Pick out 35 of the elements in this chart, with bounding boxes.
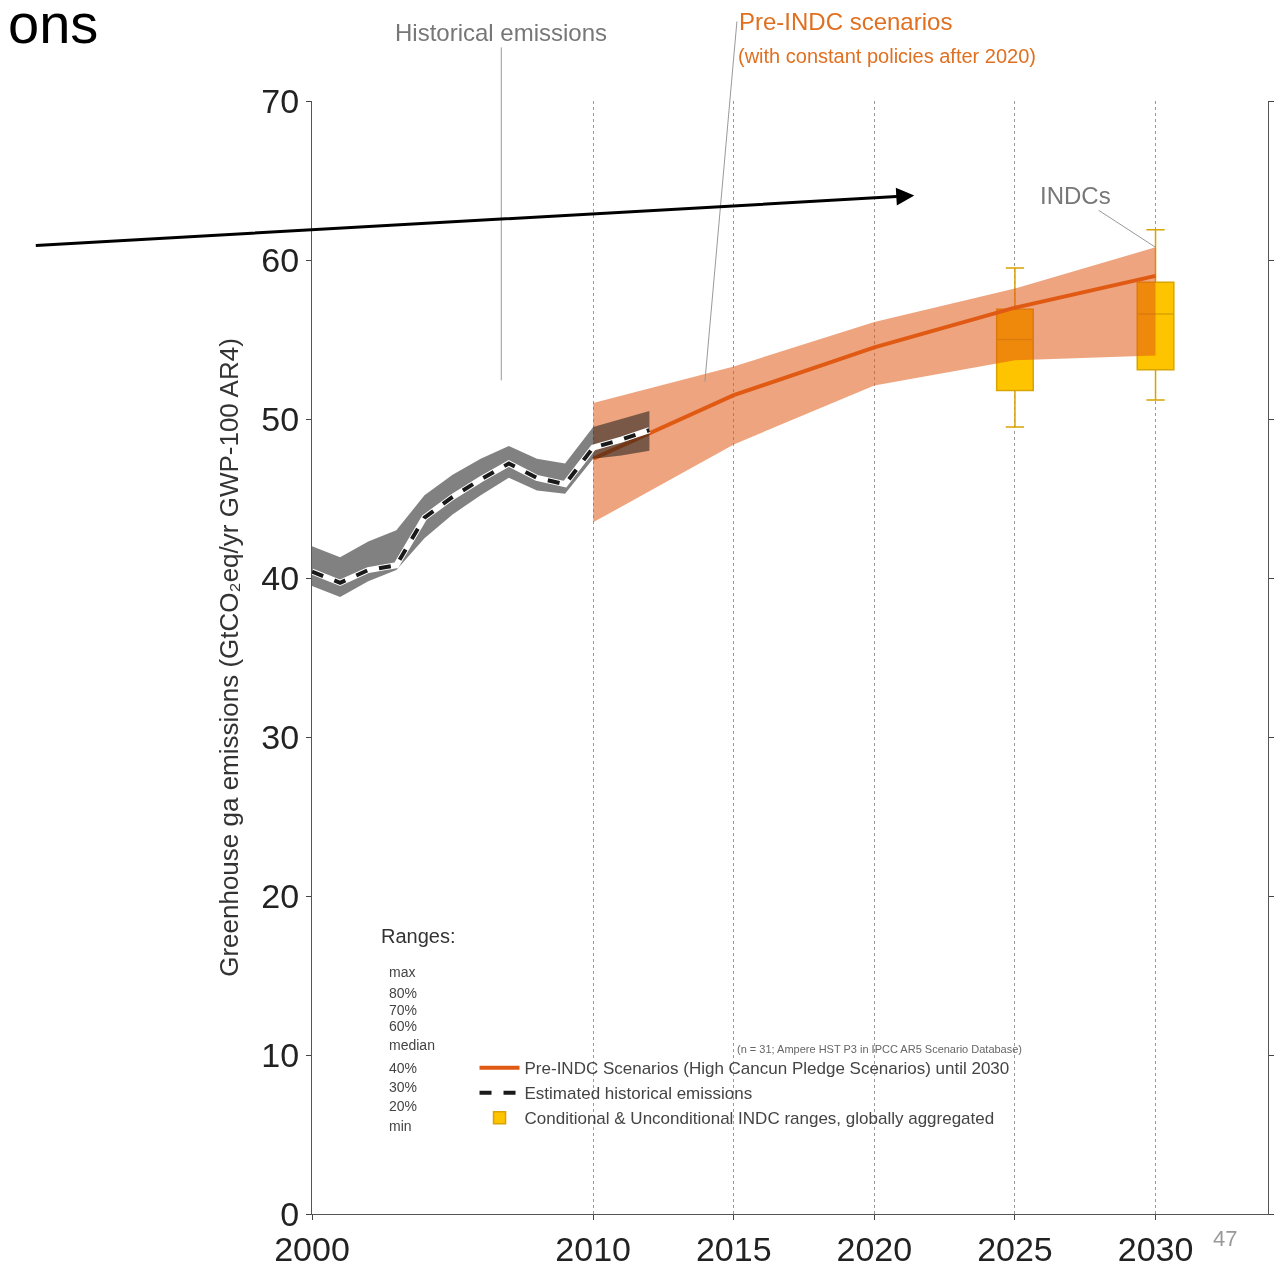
y-tick-label: 50 [261,399,300,438]
y-tick-label: 70 [261,81,300,120]
annotation: (n = 31; Ampere HST P3 in IPCC AR5 Scenario Database) [737,1043,1023,1055]
text: Pre-INDC scenarios [739,8,953,35]
text: ons [8,0,99,55]
text: Historical emissions [395,19,608,46]
x-tick-label: 2010 [555,1229,631,1268]
text: 47 [1213,1226,1238,1251]
annotation: 20% [389,1098,418,1114]
y-tick-label: 30 [261,717,300,756]
annotation: 80% [389,985,418,1001]
annotation: Ranges: [381,925,456,947]
legend-label: Conditional & Unconditional INDC ranges, globally aggregated [524,1109,995,1129]
annotation: 60% [389,1018,418,1034]
annotation: min [389,1118,412,1134]
annotation: INDCs [1040,182,1111,209]
legend-label: Estimated historical emissions [524,1084,753,1104]
x-tick-label: 2020 [836,1229,913,1268]
annotation: median [389,1037,435,1053]
legend-label: Pre-INDC Scenarios (High Cancun Pledge Scenarios) until 2030 [524,1059,1010,1079]
x-tick-label: 2025 [977,1229,1053,1268]
line-series [591,273,1158,461]
annotation: max [389,964,416,980]
y-tick-label: 40 [261,558,300,597]
x-tick-label: 2030 [1117,1229,1194,1268]
y-tick-label: 10 [261,1035,300,1074]
y-axis-title: Greenhouse ga emissions (GtCO₂eq/yr GWP-100 AR4) [213,338,244,977]
x-tick-label: 2015 [695,1229,772,1268]
annotation: 70% [389,1002,418,1018]
annotation: 30% [389,1079,418,1095]
line-series [312,427,653,586]
text: (with constant policies after 2020) [738,45,1036,67]
annotation: 40% [389,1060,418,1076]
y-tick-label: 60 [261,240,300,279]
y-tick-label: 20 [261,876,300,915]
